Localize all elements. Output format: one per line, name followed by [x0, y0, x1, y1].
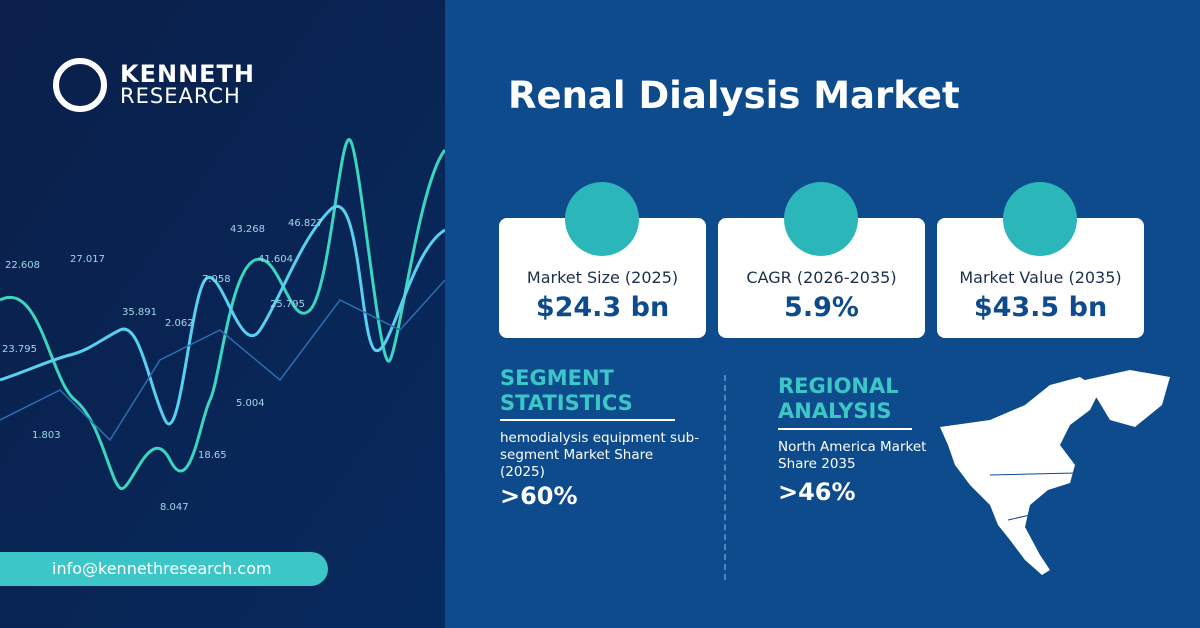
title: Renal Dialysis Market [508, 74, 960, 117]
background-label: 43.268 [230, 224, 265, 235]
separator [724, 375, 726, 580]
background-graphic: 22.608 27.017 23.795 35.891 2.062 7.058 43.268… [0, 0, 445, 628]
background-label: 5.004 [236, 398, 265, 409]
contact-pill: info@kennethresearch.com [0, 552, 328, 586]
background-label: 35.891 [122, 307, 157, 318]
background-label: 41.604 [258, 254, 293, 265]
brand-line1: KENNETH [120, 60, 256, 88]
segment-heading: SEGMENT STATISTICS [500, 366, 633, 415]
segment-description: hemodialysis equipment sub-segment Marke… [500, 430, 700, 480]
regional-value: >46% [778, 478, 856, 506]
stat-card: Market Size (2025) $24.3 bn [499, 182, 706, 338]
contact-email[interactable]: info@kennethresearch.com [52, 559, 272, 578]
card-label: Market Size (2025) [526, 268, 679, 287]
background-label: 7.058 [202, 274, 231, 285]
brand-line2: RESEARCH [120, 84, 241, 108]
background-label: 25.795 [270, 299, 305, 310]
card-label: Market Value (2035) [959, 268, 1122, 287]
stat-card: CAGR (2026-2035) 5.9% [718, 182, 925, 338]
logo-mark [53, 58, 107, 112]
background-label: 46.827 [288, 218, 323, 229]
divider [500, 419, 675, 421]
divider [778, 428, 912, 430]
card-value: $43.5 bn [973, 292, 1108, 323]
card-value: 5.9% [784, 292, 859, 323]
card-icon [565, 182, 639, 256]
regional-heading: REGIONAL ANALYSIS [778, 374, 899, 423]
north-america-map [940, 370, 1170, 575]
background-label: 1.803 [32, 430, 61, 441]
segment-value: >60% [500, 482, 578, 510]
background-label: 22.608 [5, 260, 40, 271]
card-label: CAGR (2026-2035) [746, 268, 897, 287]
card-icon [1003, 182, 1077, 256]
card-value: $24.3 bn [535, 292, 670, 323]
background-label: 8.047 [160, 502, 189, 513]
background-label: 18.65 [198, 450, 227, 461]
background-label: 27.017 [70, 254, 105, 265]
card-icon [784, 182, 858, 256]
background-label: 23.795 [2, 344, 37, 355]
stat-card: Market Value (2035) $43.5 bn [937, 182, 1144, 338]
regional-description: North America Market Share 2035 [778, 439, 927, 472]
background-label: 2.062 [165, 318, 194, 329]
